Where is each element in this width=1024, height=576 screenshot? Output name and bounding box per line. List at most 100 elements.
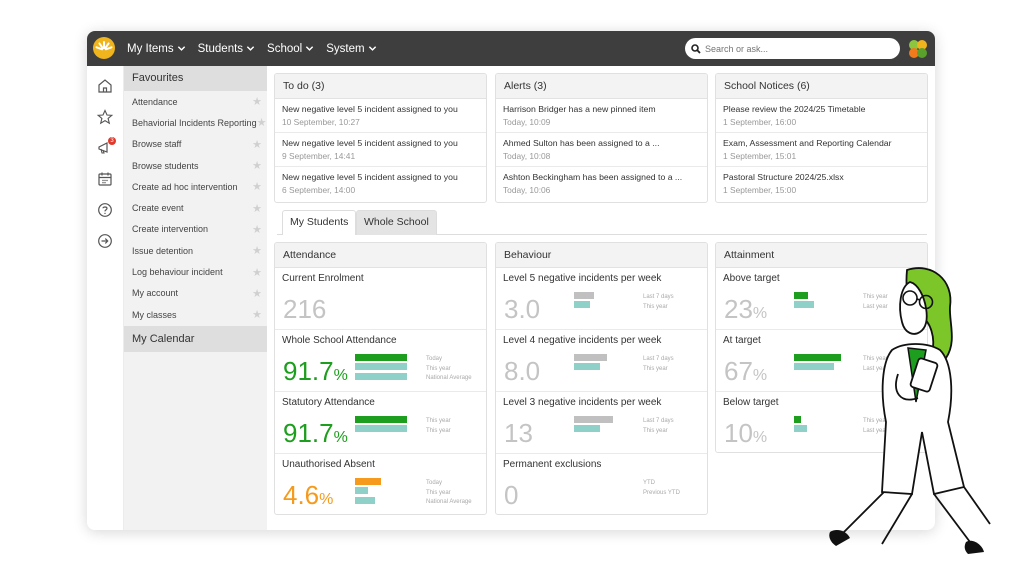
nav-my-items[interactable]: My Items xyxy=(127,43,186,55)
favourite-item[interactable]: Attendance ★ xyxy=(124,91,267,112)
behaviour-row[interactable]: Level 4 negative incidents per week 8.0 … xyxy=(496,330,707,392)
icon-rail: 3 xyxy=(87,66,124,530)
attendance-row[interactable]: Statutory Attendance 91.7% This year Thi… xyxy=(275,392,486,454)
favourite-item[interactable]: Browse staff ★ xyxy=(124,134,267,155)
legend-label: Previous YTD xyxy=(643,489,680,496)
favourite-item[interactable]: My account ★ xyxy=(124,283,267,304)
favourite-item-label: Browse staff xyxy=(132,139,182,150)
attainment-card-title: Attainment xyxy=(716,243,927,268)
megaphone-icon[interactable] xyxy=(96,139,114,157)
bar-last-7-days xyxy=(574,416,613,423)
mini-bar-chart xyxy=(355,478,419,506)
attainment-card: Attainment Above target 23% This year La… xyxy=(715,242,928,453)
list-item[interactable]: New negative level 5 incident assigned t… xyxy=(275,167,486,201)
star-icon[interactable]: ★ xyxy=(256,117,267,130)
favourite-item[interactable]: Browse students ★ xyxy=(124,155,267,176)
app-logo-icon[interactable] xyxy=(93,37,115,59)
favourite-item[interactable]: Log behaviour incident ★ xyxy=(124,261,267,282)
attendance-row[interactable]: Unauthorised Absent 4.6% Today This year… xyxy=(275,454,486,514)
tab-whole-school[interactable]: Whole School xyxy=(356,210,437,235)
attainment-row[interactable]: Above target 23% This year Last year xyxy=(716,268,927,330)
nav-my-items-label: My Items xyxy=(127,42,174,55)
star-icon[interactable]: ★ xyxy=(252,181,262,194)
star-icon[interactable]: ★ xyxy=(252,266,262,279)
bar-last-year xyxy=(794,363,834,371)
star-icon[interactable] xyxy=(96,108,114,126)
list-item-title: New negative level 5 incident assigned t… xyxy=(282,172,458,182)
nav-students[interactable]: Students xyxy=(198,43,255,55)
bar-legend: Last 7 days This year xyxy=(643,293,674,312)
favourite-item[interactable]: Create ad hoc intervention ★ xyxy=(124,176,267,197)
favourites-header[interactable]: Favourites xyxy=(124,66,267,91)
my-calendar-header[interactable]: My Calendar xyxy=(124,326,267,353)
bar-legend: YTD Previous YTD xyxy=(643,479,680,498)
favourite-item[interactable]: Create intervention ★ xyxy=(124,219,267,240)
star-icon[interactable]: ★ xyxy=(252,287,262,300)
behaviour-row[interactable]: Level 3 negative incidents per week 13 L… xyxy=(496,392,707,454)
chevron-down-icon xyxy=(368,46,376,51)
star-icon[interactable]: ★ xyxy=(252,309,262,322)
bar-last-7-days xyxy=(574,292,594,299)
nav-system[interactable]: System xyxy=(326,43,376,55)
attendance-row[interactable]: Whole School Attendance 91.7% Today This… xyxy=(275,330,486,392)
list-item[interactable]: Ashton Beckingham has been assigned to a… xyxy=(496,167,707,201)
bar-legend: This year Last year xyxy=(863,355,888,374)
stat-label: Current Enrolment xyxy=(282,273,364,284)
attendance-card-title: Attendance xyxy=(275,243,486,268)
legend-label: This year xyxy=(426,365,451,372)
list-item[interactable]: New negative level 5 incident assigned t… xyxy=(275,99,486,133)
search-input[interactable] xyxy=(705,43,890,54)
legend-label: This year xyxy=(863,356,888,362)
list-item[interactable]: Exam, Assessment and Reporting Calendar 1… xyxy=(716,133,927,167)
legend-label: Today xyxy=(426,480,443,486)
mini-bar-chart xyxy=(794,354,858,373)
help-icon[interactable] xyxy=(96,201,114,219)
stat-value: 4.6% xyxy=(283,480,333,511)
attendance-row[interactable]: Current Enrolment 216 xyxy=(275,268,486,330)
list-item[interactable]: Pastoral Structure 2024/25.xlsx 1 Septemb… xyxy=(716,167,927,201)
notification-badge: 3 xyxy=(108,137,116,145)
favourite-item[interactable]: Behaviorial Incidents Reporting ★ xyxy=(124,112,267,133)
star-icon[interactable]: ★ xyxy=(252,202,262,215)
search-icon xyxy=(691,43,701,54)
star-icon[interactable]: ★ xyxy=(252,138,262,151)
star-icon[interactable]: ★ xyxy=(252,245,262,258)
list-item[interactable]: New negative level 5 incident assigned t… xyxy=(275,133,486,167)
school-notices-list: Please review the 2024/25 Timetable 1 Sep… xyxy=(716,99,927,201)
favourite-item[interactable]: Issue detention ★ xyxy=(124,240,267,261)
logout-icon[interactable] xyxy=(96,232,114,250)
star-icon[interactable]: ★ xyxy=(252,160,262,173)
favourite-item[interactable]: Create event ★ xyxy=(124,197,267,218)
stat-value: 67% xyxy=(724,356,767,387)
tab-my-students[interactable]: My Students xyxy=(282,210,357,235)
bar-legend: This year Last year xyxy=(863,417,888,436)
favourite-item[interactable]: My classes ★ xyxy=(124,304,267,325)
attendance-card: Attendance Current Enrolment 216 Whole S… xyxy=(274,242,487,515)
legend-label: Last year xyxy=(863,303,888,310)
behaviour-row[interactable]: Permanent exclusions 0 YTD Previous YTD xyxy=(496,454,707,514)
behaviour-row[interactable]: Level 5 negative incidents per week 3.0 … xyxy=(496,268,707,330)
star-icon[interactable]: ★ xyxy=(252,223,262,236)
calendar-icon[interactable] xyxy=(96,170,114,188)
list-item-title: Pastoral Structure 2024/25.xlsx xyxy=(723,172,844,182)
alerts-list: Harrison Bridger has a new pinned item To… xyxy=(496,99,707,201)
star-icon[interactable]: ★ xyxy=(252,96,262,109)
list-item[interactable]: Please review the 2024/25 Timetable 1 Sep… xyxy=(716,99,927,133)
attainment-row[interactable]: At target 67% This year Last year xyxy=(716,330,927,392)
legend-label: National Average xyxy=(426,375,472,381)
nav-school[interactable]: School xyxy=(267,43,314,55)
list-item[interactable]: Harrison Bridger has a new pinned item To… xyxy=(496,99,707,133)
list-item-timestamp: 1 September, 15:01 xyxy=(723,151,797,161)
list-item[interactable]: Ahmed Sulton has been assigned to a ... T… xyxy=(496,133,707,167)
stat-value-number: 216 xyxy=(283,294,327,324)
attainment-row[interactable]: Below target 10% This year Last year xyxy=(716,392,927,452)
stat-label: Level 4 negative incidents per week xyxy=(503,335,662,346)
legend-label: This year xyxy=(643,365,668,372)
list-item-title: New negative level 5 incident assigned t… xyxy=(282,138,458,148)
legend-label: This year xyxy=(643,303,668,310)
home-icon[interactable] xyxy=(96,77,114,95)
stat-unit: % xyxy=(319,491,334,508)
user-avatar-icon[interactable] xyxy=(906,37,930,61)
todo-card: To do (3) New negative level 5 incident … xyxy=(274,73,487,203)
list-item-title: Ahmed Sulton has been assigned to a ... xyxy=(503,138,660,148)
